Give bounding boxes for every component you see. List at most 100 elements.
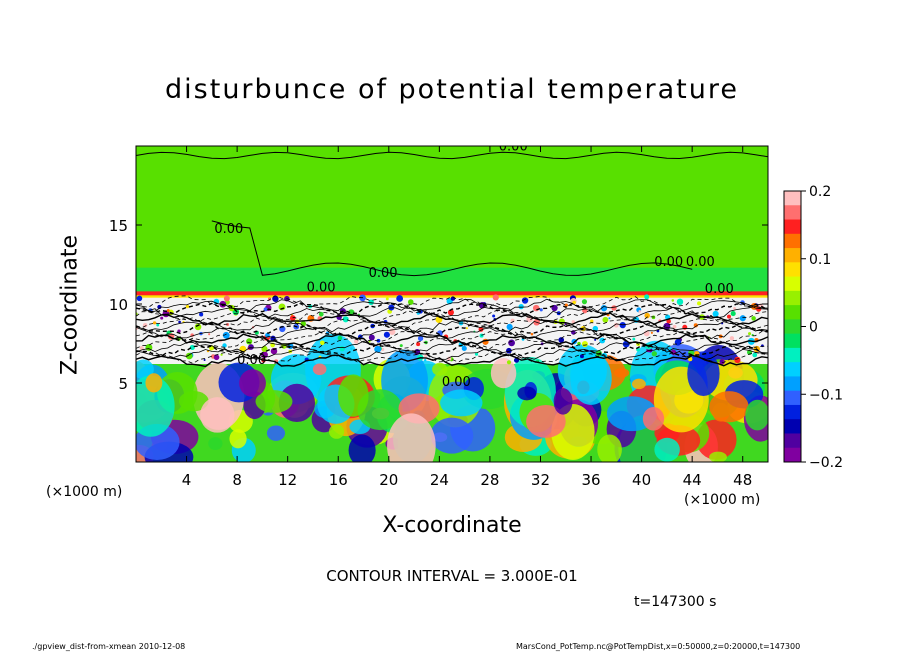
contour-line: [136, 305, 768, 319]
field-blob: [178, 391, 209, 412]
colorbar-cell: [784, 447, 801, 463]
chart-title: disturbunce of potential temperature: [165, 74, 739, 105]
field-speck: [272, 295, 279, 302]
field-speck: [424, 359, 427, 362]
contour-label: 0.00: [369, 266, 398, 281]
field-speck: [756, 306, 762, 312]
field-speck: [672, 324, 677, 329]
field-blob: [654, 437, 680, 462]
field-speck: [693, 323, 698, 328]
footer-right: MarsCond_PotTemp.nc@PotTempDist,x=0:5000…: [516, 642, 801, 651]
field-blob: [145, 373, 163, 393]
contour-line: [136, 354, 768, 368]
field-speck: [581, 341, 588, 348]
field-speck: [727, 314, 731, 319]
field-speck: [417, 335, 424, 342]
colorbar-tick-label: 0: [809, 320, 818, 336]
colorbar-cell: [784, 219, 801, 235]
field-speck: [194, 323, 202, 331]
contour-line: [136, 347, 768, 361]
field-blob: [338, 374, 369, 417]
field-blob: [440, 389, 483, 417]
x-tick-label: 24: [430, 471, 449, 489]
field-blob: [328, 424, 345, 439]
field-speck: [166, 309, 170, 312]
field-speck: [508, 339, 515, 347]
plot-area: 0.000.000.000.000.000.000.000.000.00: [136, 140, 768, 462]
x-tick-label: 40: [632, 471, 651, 489]
time-label: t=147300 s: [634, 594, 717, 610]
field-speck: [562, 348, 565, 351]
colorbar-cell: [784, 191, 801, 206]
field-speck: [396, 295, 404, 302]
field-speck: [185, 352, 193, 360]
field-blob: [597, 434, 622, 462]
field-speck: [581, 299, 588, 305]
y-tick-label: 10: [109, 296, 128, 314]
contour-label: 0.00: [237, 353, 266, 368]
colorbar-cell: [784, 362, 801, 377]
field-speck: [136, 295, 143, 302]
field-speck: [670, 349, 677, 356]
colorbar-cell: [784, 404, 801, 420]
footer-left: ./gpview_dist-from-xmean 2010-12-08: [32, 642, 186, 651]
field-speck: [676, 298, 684, 306]
field-blob: [266, 425, 286, 441]
field-speck: [152, 321, 157, 325]
field-speck: [399, 344, 403, 348]
field-speck: [424, 354, 428, 358]
colorbar-cell: [784, 290, 801, 306]
contour-label: 0.00: [442, 375, 471, 390]
field-speck: [506, 323, 513, 331]
contour-label: 0.00: [654, 255, 683, 270]
field-speck: [220, 353, 223, 356]
x-tick-label: 32: [531, 471, 550, 489]
x-unit-label-left: (×1000 m): [46, 484, 123, 500]
field-blob: [239, 369, 266, 397]
field-speck: [479, 333, 484, 338]
contour-label: 0.00: [686, 255, 715, 270]
field-speck: [156, 323, 160, 327]
field-blob: [136, 359, 154, 380]
contour-line: [136, 320, 768, 333]
colorbar-cell: [784, 205, 801, 221]
field-speck: [246, 338, 253, 345]
contour-line: [136, 312, 768, 326]
field-speck: [447, 309, 454, 316]
contour-line: [136, 351, 768, 364]
field-speck: [383, 331, 390, 338]
field-speck: [178, 320, 181, 324]
x-tick-label: 36: [581, 471, 600, 489]
field-speck: [602, 316, 609, 323]
field-blob: [570, 352, 612, 405]
colorbar-cell: [784, 433, 801, 449]
field-speck: [719, 359, 724, 363]
field-speck: [368, 340, 371, 343]
x-unit-label-right: (×1000 m): [684, 492, 761, 508]
field-speck: [608, 317, 611, 320]
field-speck: [374, 345, 382, 353]
colorbar-cell: [784, 390, 801, 406]
contour-label: 0.00: [499, 140, 528, 155]
field-blob: [517, 386, 537, 401]
colorbar-cell: [784, 262, 801, 278]
contour-interval-text: CONTOUR INTERVAL = 3.000E-01: [326, 567, 578, 585]
x-tick-label: 8: [232, 471, 242, 489]
x-tick-label: 28: [480, 471, 499, 489]
field-speck: [752, 352, 758, 358]
field-speck: [506, 347, 512, 354]
field-speck: [580, 354, 584, 359]
field-speck: [751, 316, 756, 321]
field-speck: [339, 346, 345, 352]
contour-label: 0.00: [214, 222, 243, 237]
field-speck: [213, 298, 220, 305]
field-speck: [353, 339, 359, 344]
colorbar-tick-label: −0.1: [809, 387, 843, 403]
field-blob: [200, 397, 235, 433]
field-speck: [492, 294, 499, 301]
field-band-red: [136, 291, 768, 296]
x-tick-label: 44: [683, 471, 702, 489]
field-speck: [447, 356, 452, 361]
field-speck: [590, 319, 594, 323]
field-blob: [255, 390, 293, 413]
